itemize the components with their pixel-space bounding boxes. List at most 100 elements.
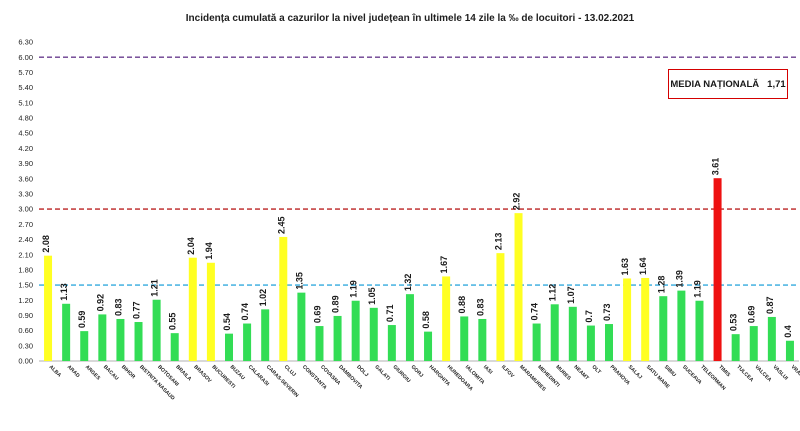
bar xyxy=(225,333,233,361)
bar xyxy=(695,300,704,361)
bar xyxy=(713,178,722,361)
bar xyxy=(605,324,613,361)
bar-value-label: 2.92 xyxy=(512,193,522,211)
bar-value-label: 0.88 xyxy=(457,296,467,314)
y-tick-label: 4.50 xyxy=(18,129,33,138)
y-tick-label: 5.40 xyxy=(18,83,33,92)
bar-value-label: 0.83 xyxy=(113,298,123,316)
x-tick-label: GIURGIU xyxy=(391,364,411,384)
bar xyxy=(460,316,469,361)
y-tick-label: 5.70 xyxy=(18,68,33,77)
bar-value-label: 1.07 xyxy=(566,286,576,304)
bar-value-label: 2.45 xyxy=(276,216,286,234)
x-tick-label: VASLUI xyxy=(771,364,789,382)
y-tick-label: 3.90 xyxy=(18,159,33,168)
x-tick-label: CLUJ xyxy=(283,364,297,378)
y-tick-label: 3.60 xyxy=(18,174,33,183)
bar xyxy=(767,316,776,361)
bar-value-label: 0.77 xyxy=(132,301,142,319)
x-tick-label: DOLJ xyxy=(355,364,369,378)
bar-value-label: 1.21 xyxy=(150,279,160,297)
x-tick-label: GORJ xyxy=(410,364,425,379)
bar-value-label: 1.67 xyxy=(439,256,449,274)
bar xyxy=(387,325,396,361)
bar-value-label: 0.58 xyxy=(421,311,431,329)
x-tick-label: TULCEA xyxy=(735,364,754,383)
y-tick-label: 3.30 xyxy=(18,190,33,199)
y-tick-label: 0.60 xyxy=(18,326,33,335)
y-tick-label: 2.10 xyxy=(18,250,33,259)
bar xyxy=(731,334,740,361)
reference-lines xyxy=(39,56,799,286)
bar-value-label: 1.64 xyxy=(638,257,648,275)
bar-value-label: 0.69 xyxy=(312,306,322,324)
bar-value-label: 1.19 xyxy=(349,280,359,298)
bar-value-label: 1.32 xyxy=(403,274,413,292)
bar xyxy=(243,323,252,361)
bar xyxy=(586,325,595,361)
bar xyxy=(623,278,632,361)
x-tick-label: ALBA xyxy=(48,364,63,379)
y-axis: 0.00 0.30 0.60 0.90 1.20 1.50 1.80 2.10 2.40 2.70… xyxy=(18,38,799,366)
bar-value-label: 1.35 xyxy=(294,272,304,290)
bar xyxy=(785,340,794,361)
bar xyxy=(677,290,686,361)
national-average-box: MEDIA NAȚIONALĂ 1,71 xyxy=(668,69,788,99)
bar-value-label: 0.59 xyxy=(77,311,87,329)
bar-value-label: 0.69 xyxy=(747,306,757,324)
bar-value-label: 1.12 xyxy=(548,284,558,302)
bar xyxy=(749,326,758,361)
bar xyxy=(206,262,215,361)
bar xyxy=(188,257,197,361)
bar xyxy=(170,333,179,361)
bar-value-label: 3.61 xyxy=(711,158,721,176)
y-tick-label: 6.00 xyxy=(18,53,33,62)
bar-value-label: 0.87 xyxy=(765,296,775,314)
y-tick-label: 4.20 xyxy=(18,144,33,153)
bar xyxy=(333,315,342,361)
y-tick-label: 4.80 xyxy=(18,114,33,123)
bar xyxy=(98,314,107,361)
bar xyxy=(568,306,577,361)
bar-value-label: 1.13 xyxy=(59,283,69,301)
bar-value-label: 0.54 xyxy=(222,313,232,331)
national-average-label: MEDIA NAȚIONALĂ xyxy=(670,78,760,90)
x-tick-label: BIHOR xyxy=(120,364,136,380)
y-tick-label: 2.70 xyxy=(18,220,33,229)
y-tick-label: 1.20 xyxy=(18,296,33,305)
bar-value-label: 2.13 xyxy=(493,233,503,251)
bar xyxy=(424,331,433,361)
bar-value-label: 0.83 xyxy=(475,298,485,316)
bar xyxy=(44,255,53,361)
y-tick-label: 0.30 xyxy=(18,341,33,350)
x-tick-label: ARAD xyxy=(66,364,81,379)
y-tick-label: 3.00 xyxy=(18,205,33,214)
x-tick-label: NEAMT xyxy=(572,364,590,382)
bar xyxy=(405,294,414,361)
x-tick-label: SALAJ xyxy=(627,364,643,380)
chart-title: Incidența cumulată a cazurilor la nivel … xyxy=(186,13,635,24)
bar xyxy=(496,253,505,361)
bar xyxy=(641,277,650,361)
x-tick-label: VALCEA xyxy=(753,364,772,383)
y-tick-label: 6.30 xyxy=(18,38,33,47)
bar-value-label: 0.4 xyxy=(783,325,793,338)
bar xyxy=(62,303,71,361)
x-tick-label: TIMIS xyxy=(717,364,731,378)
bar-value-label: 2.08 xyxy=(41,235,51,253)
bar xyxy=(279,236,288,361)
bar-value-label: 0.89 xyxy=(331,295,341,313)
x-tick-label: IASI xyxy=(482,364,494,376)
x-tick-label: VRANCEA xyxy=(790,364,800,387)
y-tick-label: 0.00 xyxy=(18,357,33,366)
bar xyxy=(297,292,306,361)
bar-value-label: 0.92 xyxy=(95,294,105,312)
bar-value-label: 1.19 xyxy=(692,280,702,298)
bar-value-label: 0.7 xyxy=(584,310,594,323)
bar xyxy=(478,318,487,361)
bar-value-label: 1.39 xyxy=(674,270,684,288)
bar xyxy=(532,323,541,361)
bar-value-label: 1.02 xyxy=(258,289,268,307)
value-labels: 2.08 1.13 0.59 0.92 0.83 0.77 1.21 0.55 2.04 1.94… xyxy=(41,158,793,338)
bar-value-label: 0.74 xyxy=(240,303,250,321)
